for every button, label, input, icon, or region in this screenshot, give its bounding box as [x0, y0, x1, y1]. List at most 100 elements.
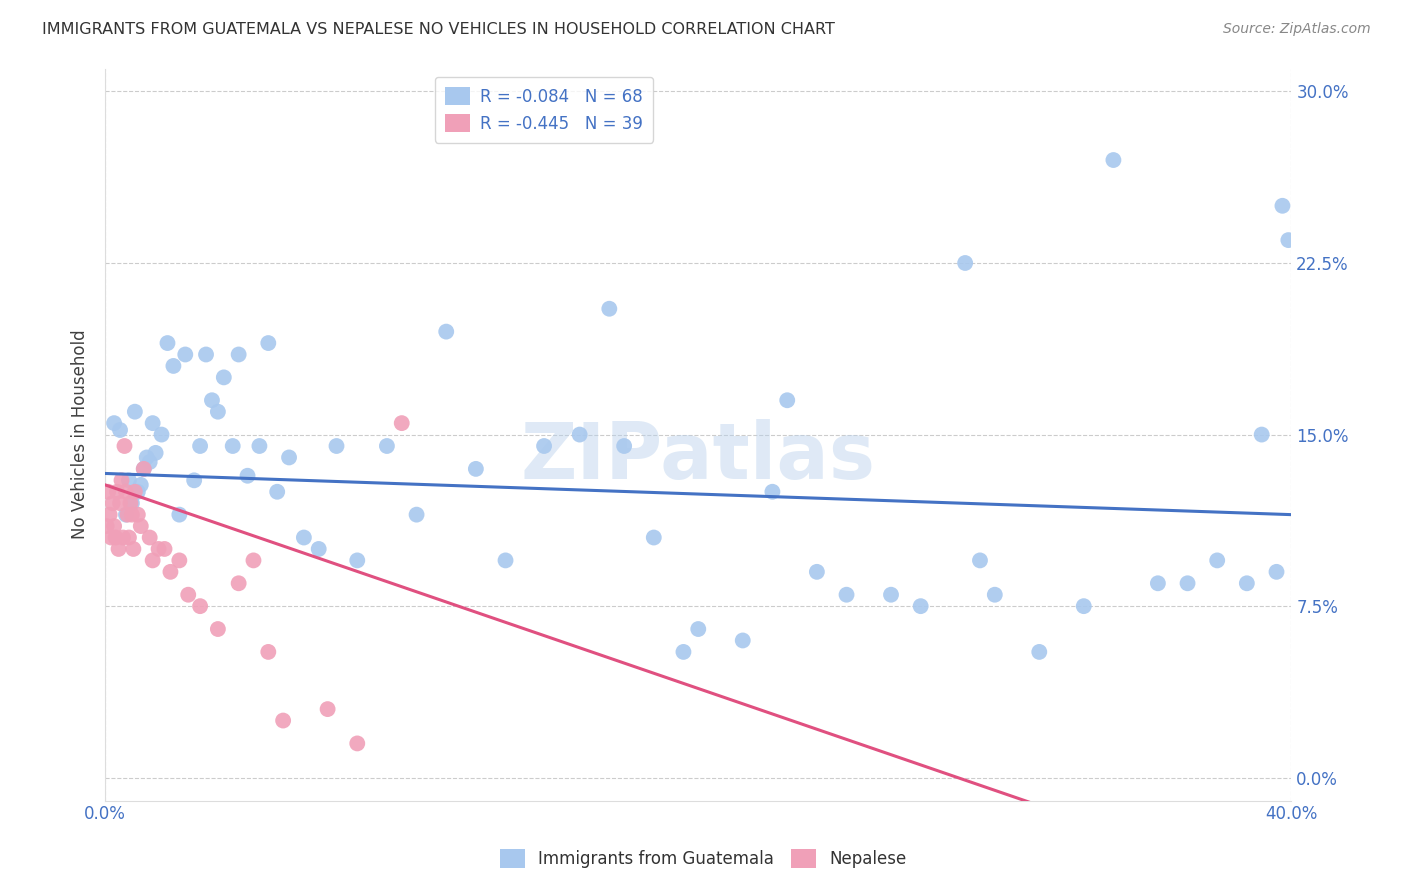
Point: [122, 541, 145, 556]
Point: [325, 439, 347, 453]
Point: [308, 541, 330, 556]
Point: [228, 576, 250, 591]
Point: [271, 714, 294, 728]
Point: [153, 541, 176, 556]
Point: [118, 531, 141, 545]
Point: [207, 405, 229, 419]
Point: [266, 484, 288, 499]
Point: [188, 599, 211, 614]
Point: [156, 336, 179, 351]
Point: [104, 531, 127, 545]
Point: [129, 478, 152, 492]
Point: [1177, 576, 1199, 591]
Point: [207, 622, 229, 636]
Point: [835, 588, 858, 602]
Legend: R = -0.084   N = 68, R = -0.445   N = 39: R = -0.084 N = 68, R = -0.445 N = 39: [434, 77, 652, 143]
Point: [129, 519, 152, 533]
Point: [568, 427, 591, 442]
Point: [984, 588, 1007, 602]
Point: [776, 393, 799, 408]
Point: [212, 370, 235, 384]
Point: [103, 416, 125, 430]
Point: [1250, 427, 1272, 442]
Point: [1147, 576, 1170, 591]
Point: [953, 256, 976, 270]
Point: [183, 473, 205, 487]
Point: [108, 423, 131, 437]
Point: [121, 496, 143, 510]
Text: IMMIGRANTS FROM GUATEMALA VS NEPALESE NO VEHICLES IN HOUSEHOLD CORRELATION CHART: IMMIGRANTS FROM GUATEMALA VS NEPALESE NO…: [42, 22, 835, 37]
Point: [117, 508, 139, 522]
Point: [97, 484, 120, 499]
Point: [222, 439, 245, 453]
Point: [391, 416, 413, 430]
Point: [346, 736, 368, 750]
Point: [108, 496, 131, 510]
Point: [1102, 153, 1125, 167]
Point: [169, 553, 191, 567]
Point: [132, 462, 155, 476]
Point: [177, 588, 200, 602]
Point: [159, 565, 181, 579]
Point: [688, 622, 710, 636]
Text: Source: ZipAtlas.com: Source: ZipAtlas.com: [1223, 22, 1371, 37]
Point: [249, 439, 271, 453]
Point: [150, 427, 173, 442]
Point: [257, 336, 280, 351]
Point: [96, 519, 118, 533]
Point: [148, 541, 170, 556]
Point: [880, 588, 903, 602]
Point: [1271, 199, 1294, 213]
Point: [105, 484, 128, 499]
Point: [292, 531, 315, 545]
Point: [107, 541, 129, 556]
Point: [145, 446, 167, 460]
Point: [533, 439, 555, 453]
Point: [162, 359, 184, 373]
Point: [1206, 553, 1229, 567]
Point: [111, 531, 134, 545]
Point: [115, 508, 138, 522]
Point: [1236, 576, 1258, 591]
Point: [138, 455, 160, 469]
Point: [495, 553, 517, 567]
Point: [132, 462, 155, 476]
Point: [127, 484, 149, 499]
Point: [188, 439, 211, 453]
Point: [1073, 599, 1095, 614]
Point: [278, 450, 301, 465]
Point: [242, 553, 264, 567]
Point: [236, 468, 259, 483]
Point: [643, 531, 665, 545]
Point: [969, 553, 991, 567]
Point: [731, 633, 754, 648]
Point: [142, 416, 165, 430]
Point: [127, 508, 149, 522]
Point: [124, 405, 146, 419]
Point: [434, 325, 457, 339]
Point: [761, 484, 783, 499]
Point: [257, 645, 280, 659]
Point: [228, 347, 250, 361]
Point: [103, 519, 125, 533]
Point: [375, 439, 398, 453]
Point: [135, 450, 157, 465]
Point: [120, 496, 142, 510]
Point: [464, 462, 486, 476]
Point: [169, 508, 191, 522]
Point: [613, 439, 636, 453]
Point: [1277, 233, 1299, 247]
Point: [174, 347, 197, 361]
Point: [118, 473, 141, 487]
Point: [101, 496, 124, 510]
Point: [121, 508, 143, 522]
Point: [1028, 645, 1050, 659]
Point: [201, 393, 224, 408]
Point: [910, 599, 932, 614]
Point: [114, 439, 136, 453]
Point: [806, 565, 828, 579]
Point: [346, 553, 368, 567]
Point: [115, 484, 138, 499]
Legend: Immigrants from Guatemala, Nepalese: Immigrants from Guatemala, Nepalese: [494, 843, 912, 875]
Point: [195, 347, 218, 361]
